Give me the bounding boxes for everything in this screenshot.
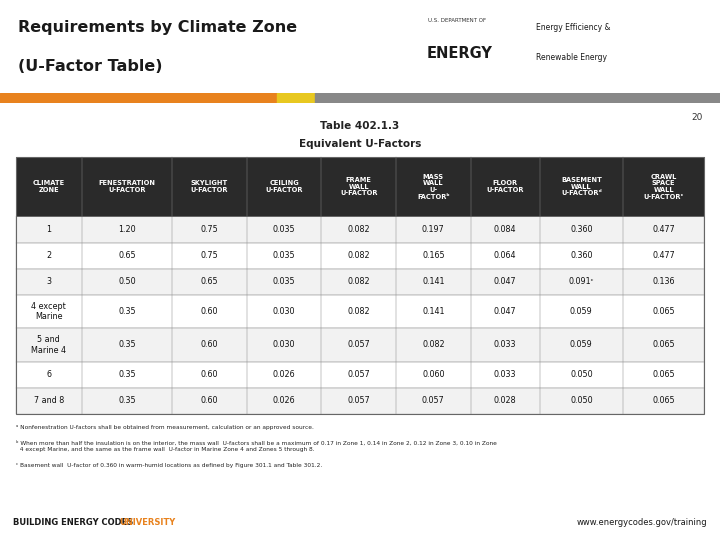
Text: 0.477: 0.477 — [652, 251, 675, 260]
Text: 0.35: 0.35 — [118, 341, 136, 349]
Text: UNIVERSITY: UNIVERSITY — [120, 518, 176, 527]
Text: 0.026: 0.026 — [273, 370, 295, 379]
Bar — [16, 388, 704, 414]
Text: CLIMATE
ZONE: CLIMATE ZONE — [32, 180, 65, 193]
Text: 0.75: 0.75 — [201, 251, 218, 260]
Text: 0.065: 0.065 — [652, 307, 675, 316]
Bar — [16, 328, 704, 362]
Text: CEILING
U-FACTOR: CEILING U-FACTOR — [266, 180, 303, 193]
Text: 0.057: 0.057 — [348, 396, 370, 406]
Text: 0.059: 0.059 — [570, 307, 593, 316]
Bar — [16, 295, 704, 328]
Text: 0.477: 0.477 — [652, 225, 675, 234]
Text: 0.141: 0.141 — [422, 278, 445, 286]
Bar — [0, 93, 277, 103]
Text: 0.047: 0.047 — [494, 307, 516, 316]
Text: 0.033: 0.033 — [494, 341, 516, 349]
Text: Requirements by Climate Zone: Requirements by Climate Zone — [18, 21, 297, 35]
Text: 0.057: 0.057 — [422, 396, 445, 406]
Text: 0.60: 0.60 — [201, 307, 218, 316]
Text: 0.65: 0.65 — [201, 278, 218, 286]
Text: FENESTRATION
U-FACTOR: FENESTRATION U-FACTOR — [99, 180, 156, 193]
Text: 0.360: 0.360 — [570, 251, 593, 260]
Text: 0.065: 0.065 — [652, 370, 675, 379]
Text: 1: 1 — [46, 225, 51, 234]
Bar — [277, 93, 315, 103]
Text: SKYLIGHT
U-FACTOR: SKYLIGHT U-FACTOR — [191, 180, 228, 193]
Text: ᵃ Nonfenestration U-factors shall be obtained from measurement, calculation or a: ᵃ Nonfenestration U-factors shall be obt… — [16, 425, 314, 430]
Text: 0.141: 0.141 — [422, 307, 445, 316]
Text: 0.035: 0.035 — [273, 225, 295, 234]
Text: 0.065: 0.065 — [652, 396, 675, 406]
Text: 0.60: 0.60 — [201, 341, 218, 349]
Text: 0.035: 0.035 — [273, 278, 295, 286]
Text: 0.057: 0.057 — [348, 370, 370, 379]
Text: 0.030: 0.030 — [273, 341, 295, 349]
Text: FRAME
WALL
U-FACTOR: FRAME WALL U-FACTOR — [340, 177, 377, 197]
Text: 0.082: 0.082 — [348, 307, 370, 316]
Text: 0.165: 0.165 — [422, 251, 445, 260]
Text: ENERGY: ENERGY — [426, 46, 492, 62]
Bar — [315, 93, 720, 103]
Text: 0.064: 0.064 — [494, 251, 516, 260]
Text: 0.060: 0.060 — [422, 370, 445, 379]
Text: 0.082: 0.082 — [348, 225, 370, 234]
Text: 4 except
Marine: 4 except Marine — [31, 302, 66, 321]
Text: ᵇ When more than half the insulation is on the interior, the mass wall  U-factor: ᵇ When more than half the insulation is … — [16, 441, 497, 452]
Text: 0.057: 0.057 — [348, 341, 370, 349]
Text: U.S. DEPARTMENT OF: U.S. DEPARTMENT OF — [428, 18, 487, 23]
Text: 0.35: 0.35 — [118, 396, 136, 406]
Text: 0.082: 0.082 — [348, 278, 370, 286]
Text: 1.20: 1.20 — [118, 225, 136, 234]
Text: Energy Efficiency &: Energy Efficiency & — [536, 23, 611, 32]
Text: 0.082: 0.082 — [422, 341, 445, 349]
Text: BASEMENT
WALL
U-FACTORᵈ: BASEMENT WALL U-FACTORᵈ — [561, 177, 602, 197]
Text: 0.030: 0.030 — [273, 307, 295, 316]
Text: 0.136: 0.136 — [652, 278, 675, 286]
Text: 0.50: 0.50 — [118, 278, 136, 286]
Text: 0.60: 0.60 — [201, 396, 218, 406]
Bar — [16, 157, 704, 217]
Text: 0.059: 0.059 — [570, 341, 593, 349]
Text: 0.065: 0.065 — [652, 341, 675, 349]
Text: 0.091ᶜ: 0.091ᶜ — [569, 278, 594, 286]
Text: 7 and 8: 7 and 8 — [34, 396, 64, 406]
Text: 0.084: 0.084 — [494, 225, 516, 234]
Bar — [16, 217, 704, 242]
Text: 6: 6 — [46, 370, 51, 379]
Bar — [16, 362, 704, 388]
Text: FLOOR
U-FACTOR: FLOOR U-FACTOR — [487, 180, 524, 193]
Bar — [16, 242, 704, 269]
Text: 5 and
Marine 4: 5 and Marine 4 — [31, 335, 66, 355]
Bar — [16, 157, 704, 414]
Text: 2: 2 — [46, 251, 51, 260]
Text: 0.360: 0.360 — [570, 225, 593, 234]
Text: 0.028: 0.028 — [494, 396, 516, 406]
Text: 0.050: 0.050 — [570, 370, 593, 379]
Text: 0.033: 0.033 — [494, 370, 516, 379]
Text: (U-Factor Table): (U-Factor Table) — [18, 59, 163, 75]
Text: 0.026: 0.026 — [273, 396, 295, 406]
Text: BUILDING ENERGY CODES: BUILDING ENERGY CODES — [13, 518, 136, 527]
Text: 0.047: 0.047 — [494, 278, 516, 286]
Text: 0.60: 0.60 — [201, 370, 218, 379]
Text: 3: 3 — [46, 278, 51, 286]
Text: MASS
WALL
U-
FACTORᵇ: MASS WALL U- FACTORᵇ — [417, 173, 450, 200]
Text: www.energycodes.gov/training: www.energycodes.gov/training — [577, 518, 707, 527]
Bar — [16, 269, 704, 295]
Text: ᶜ Basement wall  U-factor of 0.360 in warm-humid locations as defined by Figure : ᶜ Basement wall U-factor of 0.360 in war… — [16, 463, 322, 468]
Text: Equivalent U-Factors: Equivalent U-Factors — [299, 139, 421, 149]
Text: 0.035: 0.035 — [273, 251, 295, 260]
Text: 0.65: 0.65 — [118, 251, 136, 260]
Text: 20: 20 — [691, 113, 703, 122]
Text: Renewable Energy: Renewable Energy — [536, 53, 608, 62]
Text: CRAWL
SPACE
WALL
U-FACTORᶜ: CRAWL SPACE WALL U-FACTORᶜ — [644, 173, 684, 200]
Text: Table 402.1.3: Table 402.1.3 — [320, 121, 400, 131]
Text: 0.35: 0.35 — [118, 307, 136, 316]
Text: 0.050: 0.050 — [570, 396, 593, 406]
Text: 0.75: 0.75 — [201, 225, 218, 234]
Text: 0.35: 0.35 — [118, 370, 136, 379]
Text: 0.082: 0.082 — [348, 251, 370, 260]
Text: 0.197: 0.197 — [422, 225, 445, 234]
